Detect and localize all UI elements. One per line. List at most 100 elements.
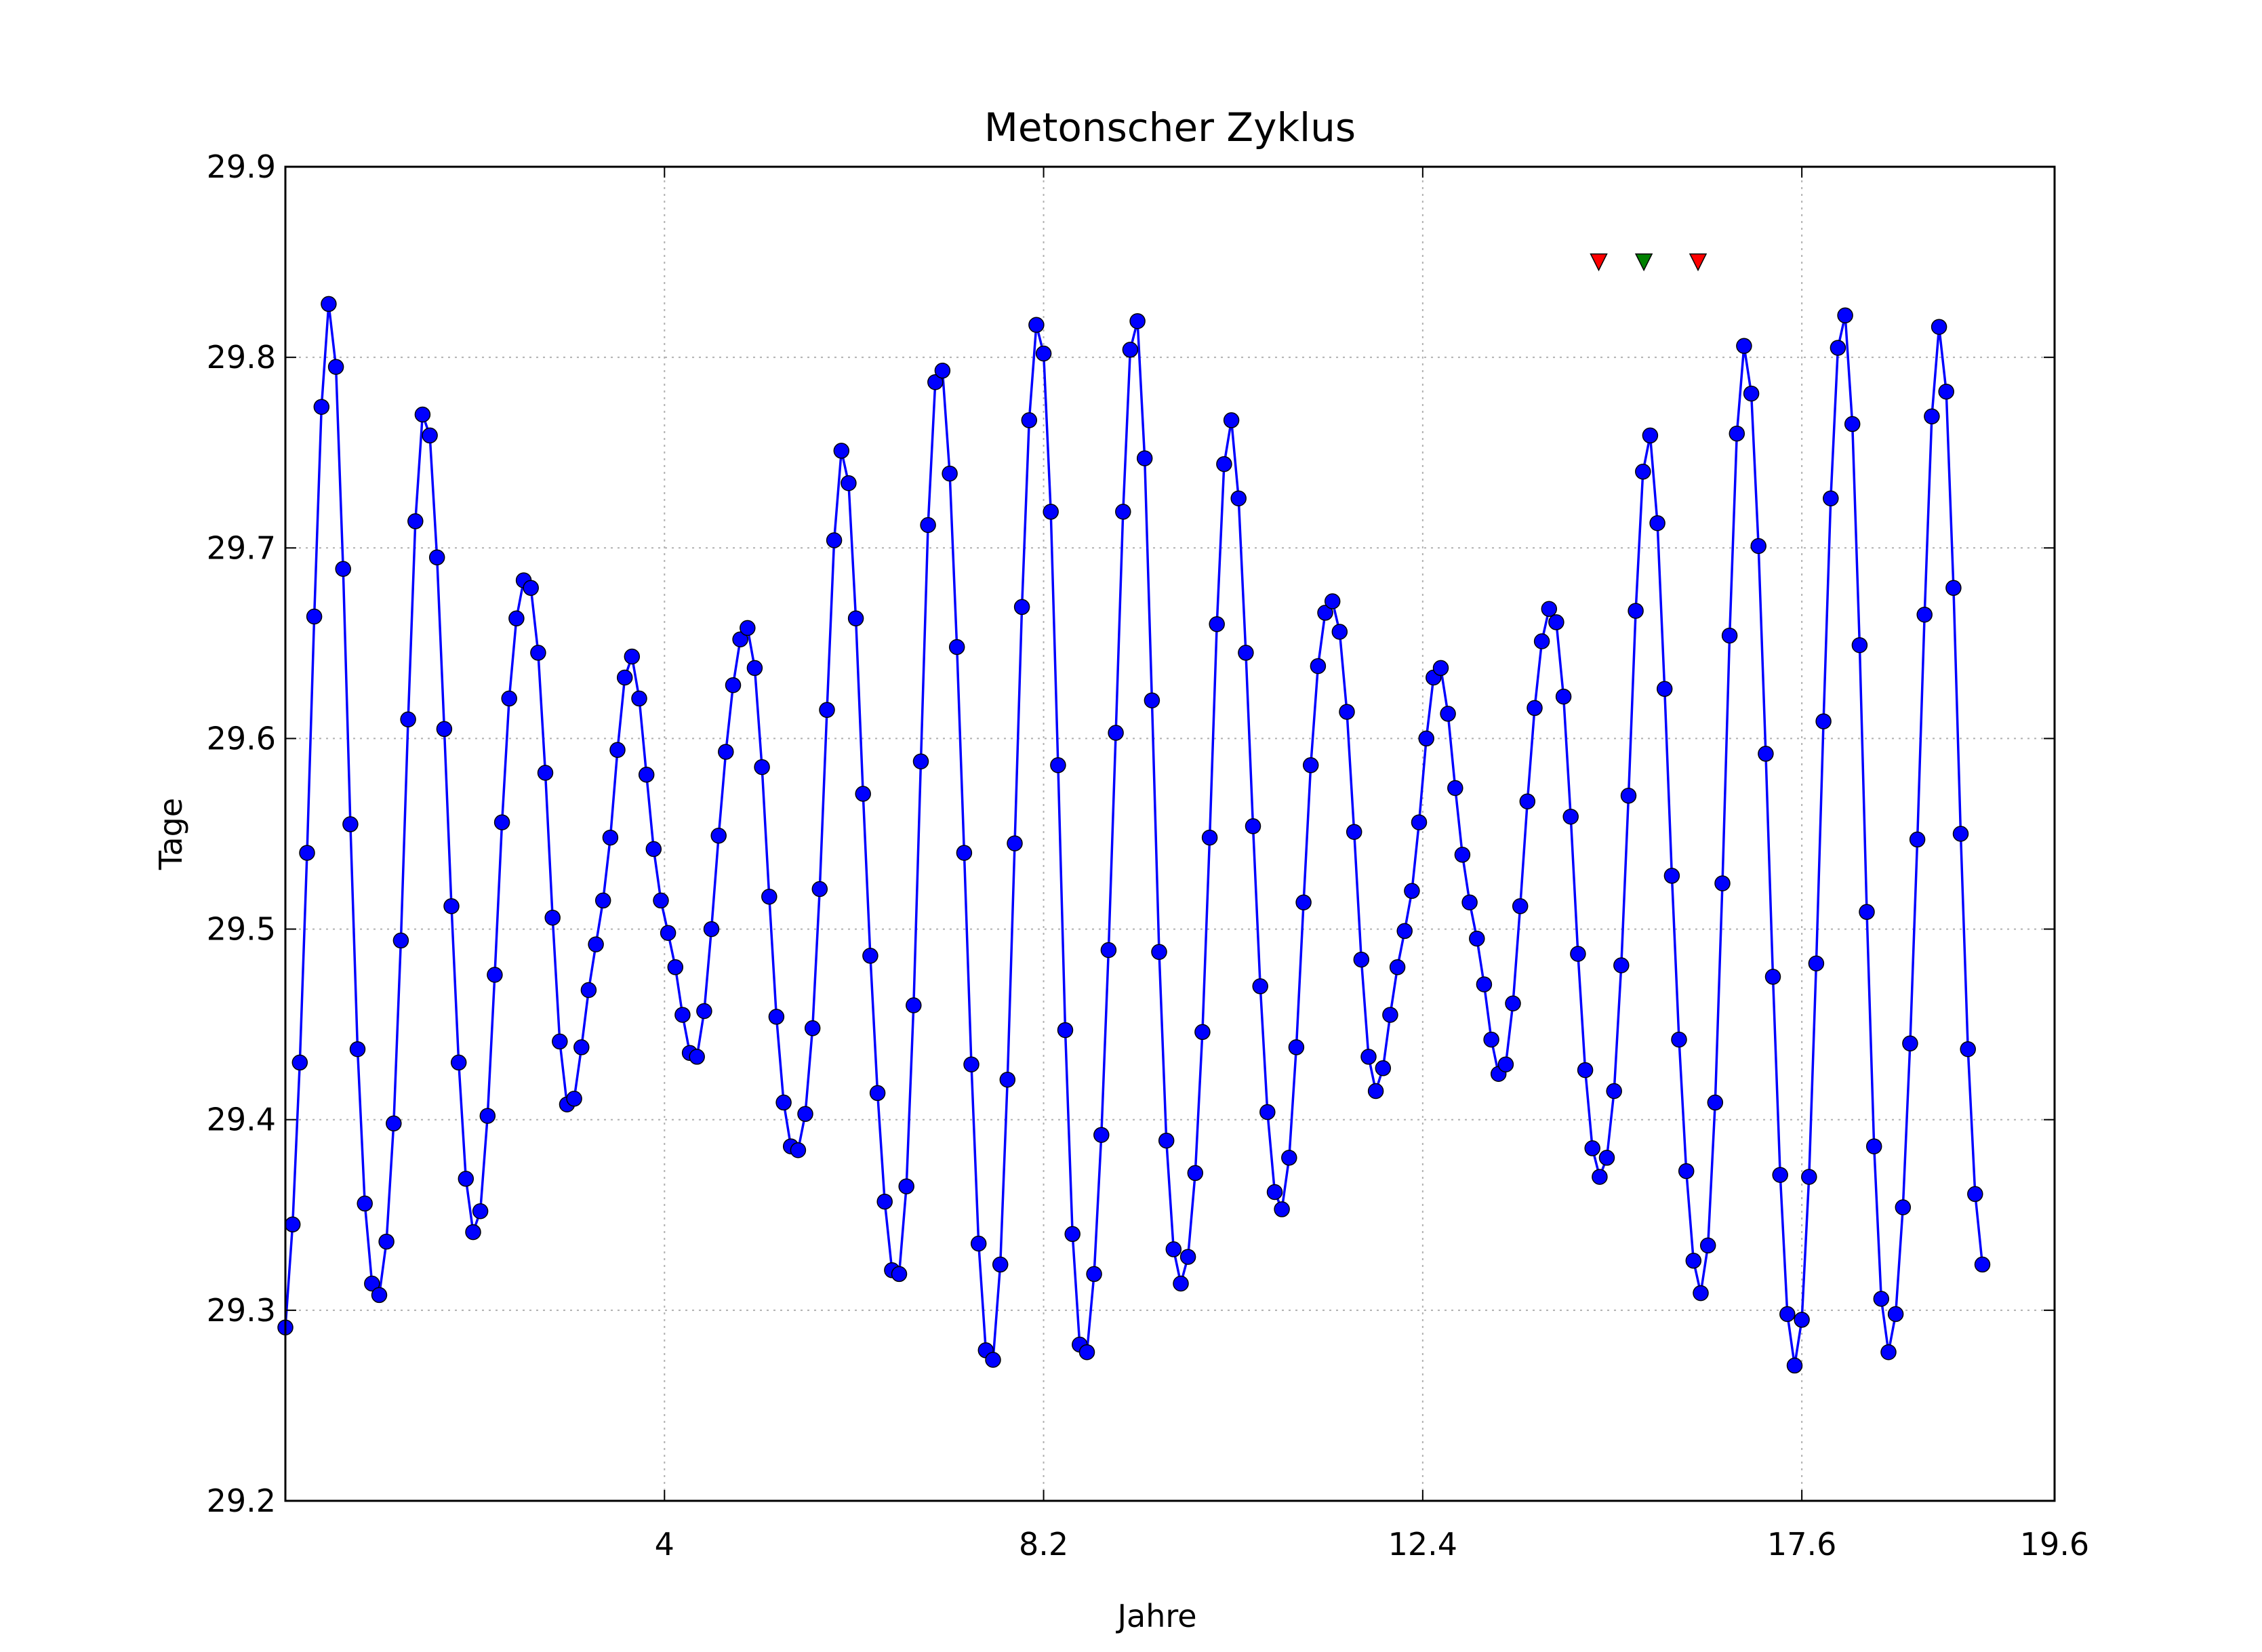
data-point (299, 845, 315, 861)
data-point (1779, 1306, 1796, 1323)
data-point (291, 1054, 308, 1071)
data-point (696, 1003, 712, 1020)
data-point (948, 639, 965, 656)
data-point (335, 561, 351, 577)
data-point (1302, 757, 1319, 773)
data-point (1577, 1062, 1594, 1079)
data-point (1570, 946, 1586, 962)
y-tick-label: 29.6 (207, 720, 276, 757)
data-point (306, 608, 323, 625)
data-point (1057, 1022, 1074, 1039)
data-point (775, 1094, 792, 1111)
data-point (645, 841, 662, 858)
data-point (963, 1056, 979, 1072)
data-point (1606, 1083, 1622, 1100)
x-tick-label: 4 (655, 1526, 674, 1563)
data-point (1830, 340, 1846, 356)
data-point (1815, 713, 1832, 729)
y-tick-label: 29.5 (207, 911, 276, 948)
data-point (1317, 605, 1333, 621)
triangle-marker (1634, 253, 1653, 272)
data-point (450, 1054, 467, 1071)
data-point (1555, 688, 1572, 705)
data-point (1382, 1007, 1398, 1023)
data-point (530, 645, 546, 661)
data-point (458, 1171, 474, 1187)
data-point (588, 936, 604, 952)
data-point (1562, 808, 1579, 825)
data-point (740, 620, 756, 637)
data-point (1375, 1060, 1392, 1076)
data-point (970, 1235, 987, 1252)
data-point (1396, 923, 1413, 940)
data-point (790, 1142, 807, 1159)
data-point (999, 1071, 1016, 1088)
data-point (1794, 1312, 1810, 1328)
data-point (1230, 490, 1247, 506)
data-point (479, 1108, 496, 1124)
data-point (386, 1115, 402, 1132)
data-point (443, 898, 460, 914)
plot-area (285, 167, 2055, 1501)
data-point (1331, 624, 1348, 640)
data-point (1346, 824, 1362, 840)
data-point (414, 406, 431, 423)
data-point (927, 374, 944, 390)
data-point (898, 1178, 914, 1194)
data-point (321, 296, 337, 313)
data-point (1541, 601, 1558, 618)
data-point (891, 1266, 908, 1283)
data-point (378, 1233, 395, 1250)
data-point (1642, 427, 1659, 444)
data-point (1916, 606, 1933, 623)
data-point (1887, 1306, 1904, 1323)
data-point (674, 1007, 691, 1023)
data-point (537, 765, 554, 781)
data-point (1360, 1049, 1377, 1065)
data-point (1931, 319, 1947, 335)
data-point (1440, 706, 1456, 722)
data-point (1404, 883, 1420, 900)
data-point (1115, 504, 1131, 520)
data-point (1476, 976, 1493, 992)
data-point (876, 1193, 893, 1210)
data-point (1339, 704, 1355, 720)
data-point (1656, 681, 1673, 698)
data-point (1007, 835, 1023, 851)
data-point (1729, 425, 1745, 442)
data-point (508, 610, 525, 627)
data-point (855, 786, 871, 802)
data-point (1628, 603, 1644, 619)
data-point (1187, 1165, 1204, 1182)
data-point (1432, 660, 1449, 677)
data-point (1021, 412, 1038, 428)
data-point (1801, 1169, 1817, 1185)
data-point (1165, 1241, 1182, 1257)
data-point (1750, 538, 1766, 555)
data-point (1902, 1035, 1918, 1052)
data-point (1144, 692, 1160, 708)
marker-group (1590, 253, 1708, 272)
data-point (1216, 456, 1232, 472)
data-point (869, 1085, 886, 1102)
data-point (284, 1216, 301, 1233)
data-point (710, 828, 727, 844)
data-point (768, 1009, 785, 1025)
data-point (1078, 1344, 1095, 1361)
data-point (1837, 307, 1853, 324)
data-point (1310, 658, 1327, 674)
data-point (942, 465, 958, 482)
data-point (1859, 904, 1875, 921)
data-point (847, 610, 864, 627)
data-point (349, 1041, 366, 1057)
data-point (1252, 978, 1268, 994)
data-point (1274, 1201, 1290, 1217)
data-point (1259, 1104, 1276, 1121)
data-point (1194, 1024, 1211, 1041)
data-point (1505, 995, 1521, 1011)
data-point (364, 1275, 380, 1292)
data-point (1295, 894, 1312, 910)
data-point (1924, 408, 1940, 425)
data-point (1938, 383, 1954, 400)
data-point (1635, 464, 1651, 480)
